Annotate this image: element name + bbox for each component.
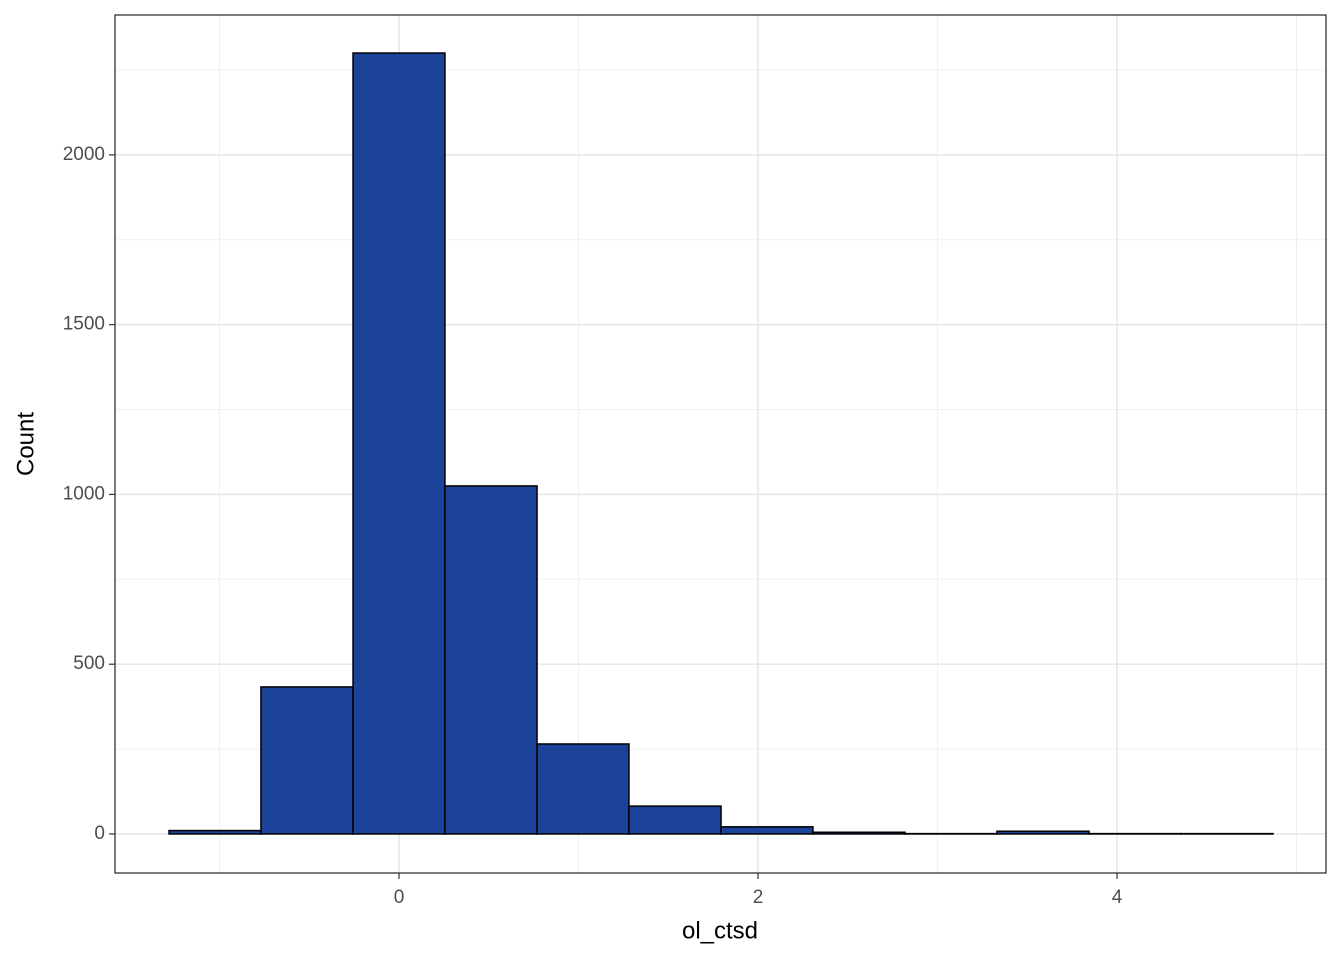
bar [536, 743, 630, 835]
y-tick-label: 0 [94, 823, 105, 844]
bar [996, 830, 1090, 835]
bar [168, 829, 262, 835]
panel-border [114, 14, 1327, 874]
bar [260, 686, 354, 835]
y-tick-label: 1500 [63, 314, 105, 335]
x-tick-label: 4 [1112, 887, 1123, 908]
bar [628, 805, 722, 835]
bar [352, 52, 446, 835]
y-tick-label: 1000 [63, 483, 105, 504]
y-axis-title: Count [12, 412, 39, 476]
bar [444, 485, 538, 835]
x-tick-label: 0 [394, 887, 405, 908]
x-tick-label: 2 [753, 887, 764, 908]
y-tick-label: 500 [73, 653, 105, 674]
y-tick-label: 2000 [63, 144, 105, 165]
bar [720, 826, 814, 835]
bar [812, 831, 906, 835]
x-axis-title: ol_ctsd [682, 917, 758, 944]
